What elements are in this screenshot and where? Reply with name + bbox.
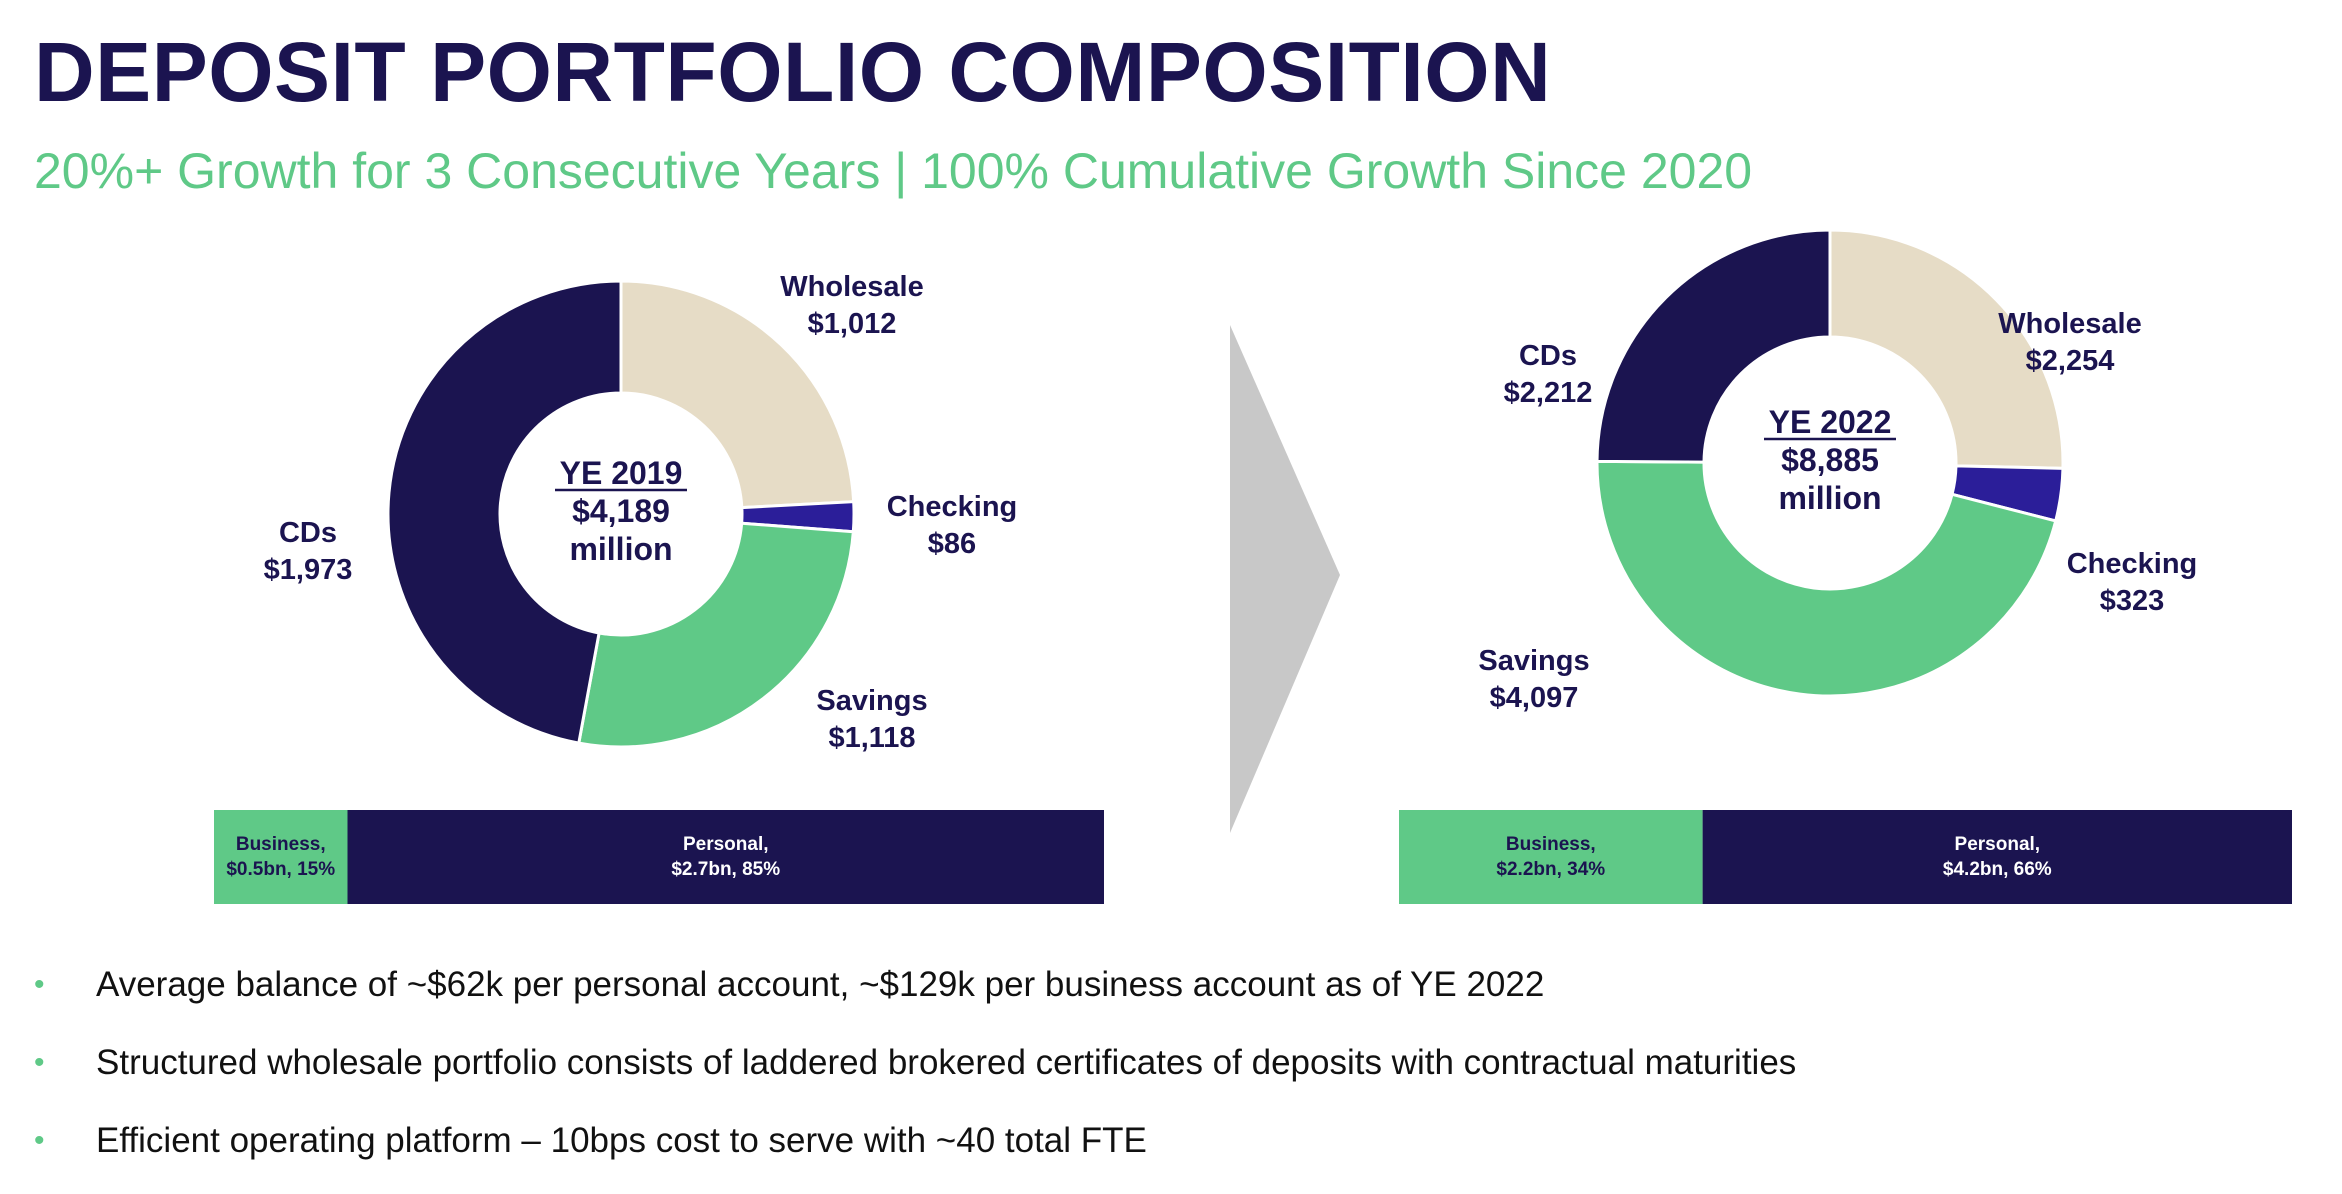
bullet-item: • Average balance of ~$62k per personal …	[34, 960, 1796, 1038]
page-title: DEPOSIT PORTFOLIO COMPOSITION	[34, 25, 1552, 119]
mix-bar-label: Personal,	[683, 834, 769, 855]
slice-wholesale	[1828, 228, 2065, 470]
slice-label-name: CDs	[279, 517, 337, 549]
mix-bar-label: Personal,	[1955, 834, 2041, 855]
transition-arrow-icon	[1230, 325, 1340, 833]
page-subtitle: 20%+ Growth for 3 Consecutive Years | 10…	[34, 143, 1753, 199]
slice-label-value: $4,097	[1490, 682, 1579, 714]
deposit-charts: Wholesale $1,012 Checking $86 Savings $1,118 C…	[214, 228, 2292, 904]
slice-wholesale	[619, 279, 856, 510]
slice-savings	[1595, 459, 2058, 698]
mix-bar-personal	[347, 810, 1104, 904]
center-unit: million	[569, 531, 672, 567]
bullet-list: • Average balance of ~$62k per personal …	[34, 960, 1796, 1194]
slice-label-name: Checking	[2067, 548, 2198, 580]
slice-savings	[577, 521, 855, 749]
center-unit: million	[1778, 480, 1881, 516]
bullet-item: • Efficient operating platform – 10bps c…	[34, 1116, 1796, 1194]
mix-bar-value: $0.5bn, 15%	[226, 859, 335, 880]
bullet-dot-icon: •	[34, 968, 45, 1001]
mix-bar-value: $4.2bn, 66%	[1943, 859, 2052, 880]
slice-label-value: $1,118	[828, 722, 915, 754]
bullet-text: Efficient operating platform – 10bps cos…	[96, 1121, 1147, 1160]
center-year: YE 2019	[560, 455, 683, 491]
mix-bar-label: Business,	[1506, 834, 1596, 855]
slice-label-name: Wholesale	[1998, 308, 2141, 340]
mix-bar-business	[1399, 810, 1703, 904]
bullet-text: Structured wholesale portfolio consists …	[96, 1043, 1797, 1082]
slice-label-name: Checking	[887, 491, 1018, 523]
mix-bar-value: $2.7bn, 85%	[671, 859, 780, 880]
mix-bar-personal	[1702, 810, 2292, 904]
slice-label-value: $1,973	[264, 554, 353, 586]
slice-label-value: $1,012	[808, 308, 897, 340]
slice-cds	[1595, 228, 1832, 464]
center-year: YE 2022	[1769, 404, 1892, 440]
center-total: $8,885	[1781, 442, 1879, 478]
center-total: $4,189	[572, 493, 670, 529]
bullet-text: Average balance of ~$62k per personal ac…	[96, 965, 1545, 1004]
slice-cds	[386, 279, 623, 745]
slice-label-name: CDs	[1519, 340, 1577, 372]
slice-label-name: Wholesale	[780, 271, 923, 303]
slice-label-name: Savings	[1478, 645, 1589, 677]
bullet-item: • Structured wholesale portfolio consist…	[34, 1038, 1796, 1116]
mix-bar-business	[214, 810, 348, 904]
slice-label-value: $2,212	[1504, 377, 1593, 409]
slice-label-name: Savings	[816, 685, 927, 717]
slice-label-value: $323	[2100, 585, 2165, 617]
bullet-dot-icon: •	[34, 1046, 45, 1079]
mix-bar-value: $2.2bn, 34%	[1496, 859, 1605, 880]
mix-bar-label: Business,	[236, 834, 326, 855]
bullet-dot-icon: •	[34, 1124, 45, 1157]
slice-label-value: $2,254	[2026, 345, 2115, 377]
slice-label-value: $86	[928, 528, 976, 560]
